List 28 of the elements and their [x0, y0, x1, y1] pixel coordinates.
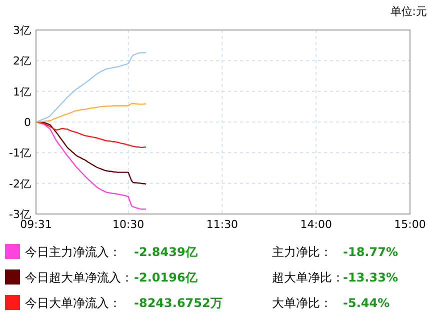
legend-label: 今日超大单净流入： — [25, 270, 133, 284]
y-tick-label: -2亿 — [9, 177, 31, 190]
text: -5.44% — [343, 296, 390, 310]
line-series — [35, 103, 146, 123]
y-tick-label: 3亿 — [13, 24, 31, 37]
x-tick-label: 10:30 — [112, 218, 144, 231]
text: -13.33% — [343, 270, 398, 284]
text: -8243.6752万 — [134, 296, 222, 310]
x-tick-label: 09:31 — [20, 218, 52, 231]
line-series — [35, 121, 146, 148]
legend-label: 今日大单净流入： — [25, 296, 121, 310]
text: 超大单净比： — [272, 270, 344, 284]
y-tick-label: -3亿 — [9, 208, 31, 221]
line-series — [35, 52, 146, 123]
text: 大单净比： — [272, 296, 332, 310]
y-tick-label: 1亿 — [13, 85, 31, 98]
y-tick-label: 2亿 — [13, 54, 31, 68]
legend-label: 今日主力净流入： — [25, 245, 121, 259]
x-tick-label: 15:00 — [394, 218, 426, 231]
text: -2.8439亿 — [134, 245, 198, 259]
text: 主力净比： — [272, 245, 332, 259]
text: -18.77% — [343, 245, 398, 259]
x-tick-label: 11:30 — [206, 218, 238, 231]
text: -2.0196亿 — [134, 270, 198, 284]
y-axis-title: 单位:元 — [390, 5, 427, 18]
x-tick-label: 14:00 — [300, 218, 332, 231]
y-tick-label: -1亿 — [9, 146, 31, 160]
y-tick-label: 0 — [24, 116, 31, 129]
